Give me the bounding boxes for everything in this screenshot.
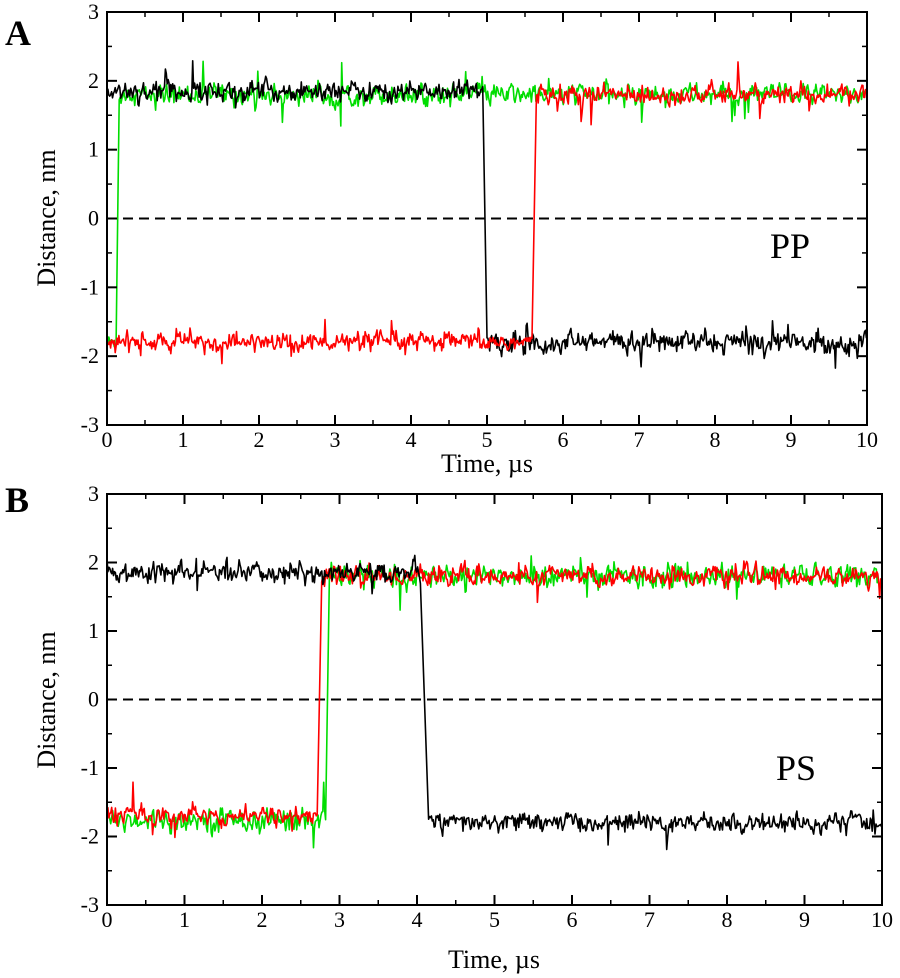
panel-label: B bbox=[5, 480, 29, 520]
x-tick-label: 10 bbox=[871, 907, 893, 932]
x-tick-label: 4 bbox=[406, 427, 417, 452]
x-tick-label: 5 bbox=[482, 427, 493, 452]
y-tick-label: -2 bbox=[81, 343, 99, 368]
x-tick-label: 7 bbox=[644, 907, 655, 932]
x-tick-label: 2 bbox=[257, 907, 268, 932]
x-tick-label: 1 bbox=[178, 427, 189, 452]
y-tick-label: -3 bbox=[81, 892, 99, 917]
panel-b: B 0 1 2 3 4 5 6 7 8 9 10 -3 -2 -1 0 1 2 3 PS Time, µs Dis… bbox=[5, 480, 893, 974]
x-tick-label: 0 bbox=[102, 907, 113, 932]
series-layer bbox=[106, 60, 868, 369]
y-tick-label: 1 bbox=[88, 137, 99, 162]
series-line-2 bbox=[106, 61, 867, 365]
x-axis-title: Time, µs bbox=[448, 945, 540, 974]
y-tick-label: 2 bbox=[88, 68, 99, 93]
series-line-1 bbox=[106, 60, 868, 369]
annotation-label: PS bbox=[776, 748, 816, 788]
x-tick-label: 9 bbox=[786, 427, 797, 452]
series-line-0 bbox=[106, 555, 883, 849]
series-line-1 bbox=[106, 559, 882, 839]
x-tick-label: 6 bbox=[567, 907, 578, 932]
y-axis-title: Distance, nm bbox=[32, 631, 61, 768]
x-axis-title: Time, µs bbox=[441, 449, 533, 478]
series-line-2 bbox=[106, 554, 883, 851]
y-axis-title: Distance, nm bbox=[32, 149, 61, 286]
x-tick-label: 4 bbox=[412, 907, 423, 932]
x-tick-label: 9 bbox=[799, 907, 810, 932]
y-tick-label: -2 bbox=[81, 824, 99, 849]
y-tick-label: 2 bbox=[88, 550, 99, 575]
x-tick-label: 6 bbox=[558, 427, 569, 452]
tick-layer: 0 1 2 3 4 5 6 7 8 9 10 -3 -2 -1 0 1 2 3 bbox=[81, 481, 893, 932]
y-tick-label: 3 bbox=[88, 0, 99, 24]
x-tick-label: 2 bbox=[254, 427, 265, 452]
x-tick-label: 3 bbox=[334, 907, 345, 932]
y-tick-label: -1 bbox=[81, 274, 99, 299]
y-tick-label: 0 bbox=[88, 206, 99, 231]
annotation-label: PP bbox=[770, 226, 810, 266]
x-tick-label: 0 bbox=[102, 427, 113, 452]
y-tick-label: 3 bbox=[88, 481, 99, 506]
x-tick-label: 5 bbox=[489, 907, 500, 932]
x-tick-label: 3 bbox=[330, 427, 341, 452]
panel-label: A bbox=[5, 13, 31, 53]
x-tick-label: 8 bbox=[722, 907, 733, 932]
x-tick-label: 8 bbox=[710, 427, 721, 452]
x-tick-label: 1 bbox=[179, 907, 190, 932]
y-tick-label: 1 bbox=[88, 618, 99, 643]
panel-a: A 0 1 2 3 4 5 6 7 8 9 10 -3 -2 -1 0 1 2 3 PP Time, µs Dis… bbox=[5, 0, 878, 478]
y-tick-label: -1 bbox=[81, 755, 99, 780]
y-tick-label: 0 bbox=[88, 687, 99, 712]
series-layer bbox=[106, 554, 883, 851]
x-tick-label: 10 bbox=[856, 427, 878, 452]
tick-layer: 0 1 2 3 4 5 6 7 8 9 10 -3 -2 -1 0 1 2 3 bbox=[81, 0, 878, 452]
x-tick-label: 7 bbox=[634, 427, 645, 452]
y-tick-label: -3 bbox=[81, 412, 99, 437]
